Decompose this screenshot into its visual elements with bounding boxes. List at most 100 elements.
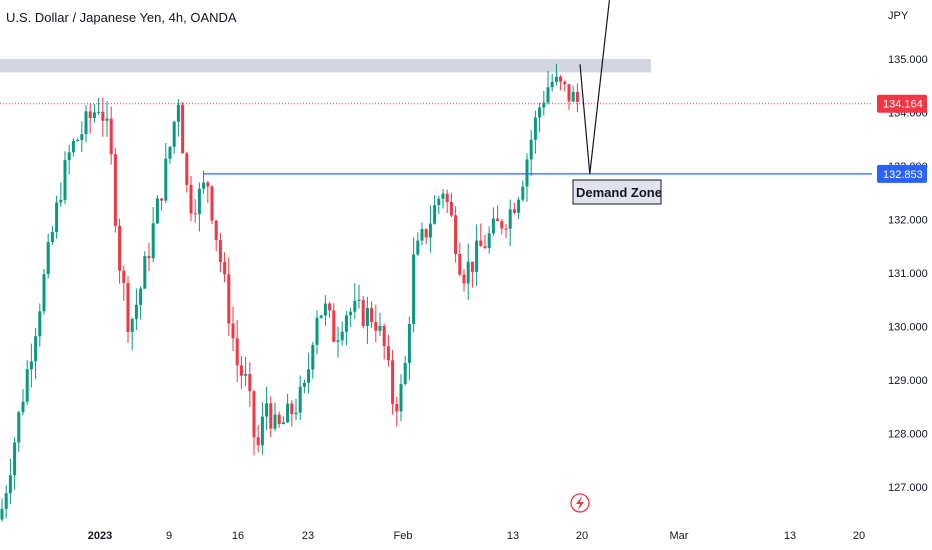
candle xyxy=(235,320,239,382)
price-axis[interactable] xyxy=(872,0,932,520)
candle xyxy=(172,120,176,154)
candle xyxy=(559,74,563,91)
current-price-tag[interactable]: 134.164 xyxy=(877,94,927,113)
candle xyxy=(265,386,269,431)
x-tick-label: 16 xyxy=(232,530,244,542)
x-tick-label: 13 xyxy=(507,530,519,542)
candle xyxy=(500,218,504,235)
demand-zone-label: Demand Zone xyxy=(576,185,662,200)
candle xyxy=(403,355,407,386)
symbol-name: U.S. Dollar / Japanese Yen xyxy=(6,10,162,25)
candle xyxy=(315,310,319,355)
candle xyxy=(223,252,227,283)
candle xyxy=(34,327,38,380)
candle xyxy=(46,233,50,279)
candle xyxy=(189,175,193,222)
candle xyxy=(529,130,533,177)
candle xyxy=(517,196,521,219)
level-price-tag[interactable]: 132.853 xyxy=(877,164,927,183)
candle xyxy=(395,396,399,427)
resistance-zone[interactable] xyxy=(0,59,651,73)
chart-exchange: OANDA xyxy=(190,10,237,25)
candle xyxy=(139,286,143,320)
y-tick-label: 128.000 xyxy=(888,429,928,441)
candle xyxy=(210,185,214,225)
candle xyxy=(248,362,252,407)
candle xyxy=(76,138,80,142)
candle xyxy=(386,334,390,367)
candle xyxy=(575,83,579,113)
candle xyxy=(38,303,42,347)
candle xyxy=(227,257,231,336)
candle xyxy=(193,199,197,223)
candle xyxy=(176,99,180,137)
candle xyxy=(437,195,441,215)
x-tick-label: 23 xyxy=(302,530,314,542)
lightning-icon[interactable] xyxy=(570,493,590,513)
candle xyxy=(428,205,432,253)
candle xyxy=(92,104,96,123)
chart-title: U.S. Dollar / Japanese Yen, 4h, OANDA xyxy=(6,10,237,25)
candle xyxy=(441,189,445,209)
candle xyxy=(462,268,466,292)
y-tick-label: 135.000 xyxy=(888,54,928,66)
candle xyxy=(55,195,59,239)
candle xyxy=(512,202,516,215)
candle xyxy=(399,374,403,422)
currency-label: JPY xyxy=(888,10,909,22)
candle xyxy=(269,396,273,438)
candle xyxy=(370,301,374,328)
chart-interval: 4h xyxy=(168,10,184,25)
candle xyxy=(328,301,332,318)
candle xyxy=(122,265,126,301)
candle xyxy=(302,379,306,394)
y-tick-label: 131.000 xyxy=(888,268,928,280)
candle xyxy=(336,326,340,358)
candle xyxy=(554,63,558,86)
candle xyxy=(273,402,277,432)
svg-text:134.164: 134.164 xyxy=(883,99,923,111)
svg-text:132.853: 132.853 xyxy=(883,169,923,181)
candle xyxy=(126,276,130,343)
candle xyxy=(420,222,424,246)
candle xyxy=(307,352,311,394)
candle xyxy=(231,306,235,352)
candle xyxy=(525,153,529,202)
candle xyxy=(67,144,71,175)
candle xyxy=(244,356,248,386)
candle xyxy=(382,323,386,360)
candle xyxy=(281,416,285,425)
candle xyxy=(206,181,210,203)
candle xyxy=(260,401,264,455)
demand-zone-annotation[interactable]: Demand Zone xyxy=(572,179,662,205)
candle xyxy=(17,410,21,452)
candle xyxy=(332,303,336,343)
x-tick-label: 9 xyxy=(166,530,172,542)
x-tick-label: 20 xyxy=(576,530,588,542)
candle xyxy=(361,295,365,329)
candle xyxy=(374,304,378,343)
candle xyxy=(449,192,453,218)
candle xyxy=(29,343,33,388)
candle xyxy=(185,151,189,193)
candle xyxy=(71,138,75,157)
candle xyxy=(496,205,500,222)
candle xyxy=(134,288,138,331)
x-tick-label: Mar xyxy=(670,530,689,542)
candle xyxy=(42,268,46,315)
candle xyxy=(521,180,525,202)
candle xyxy=(164,142,168,204)
y-tick-label: 132.000 xyxy=(888,215,928,227)
projection-path[interactable] xyxy=(579,0,610,175)
candle xyxy=(454,206,458,263)
candle xyxy=(550,73,554,92)
candle xyxy=(319,314,323,319)
candle xyxy=(80,121,84,153)
y-tick-label: 129.000 xyxy=(888,375,928,387)
candle xyxy=(197,182,201,232)
x-tick-label: 13 xyxy=(784,530,796,542)
candle xyxy=(340,321,344,346)
candle xyxy=(391,349,395,415)
